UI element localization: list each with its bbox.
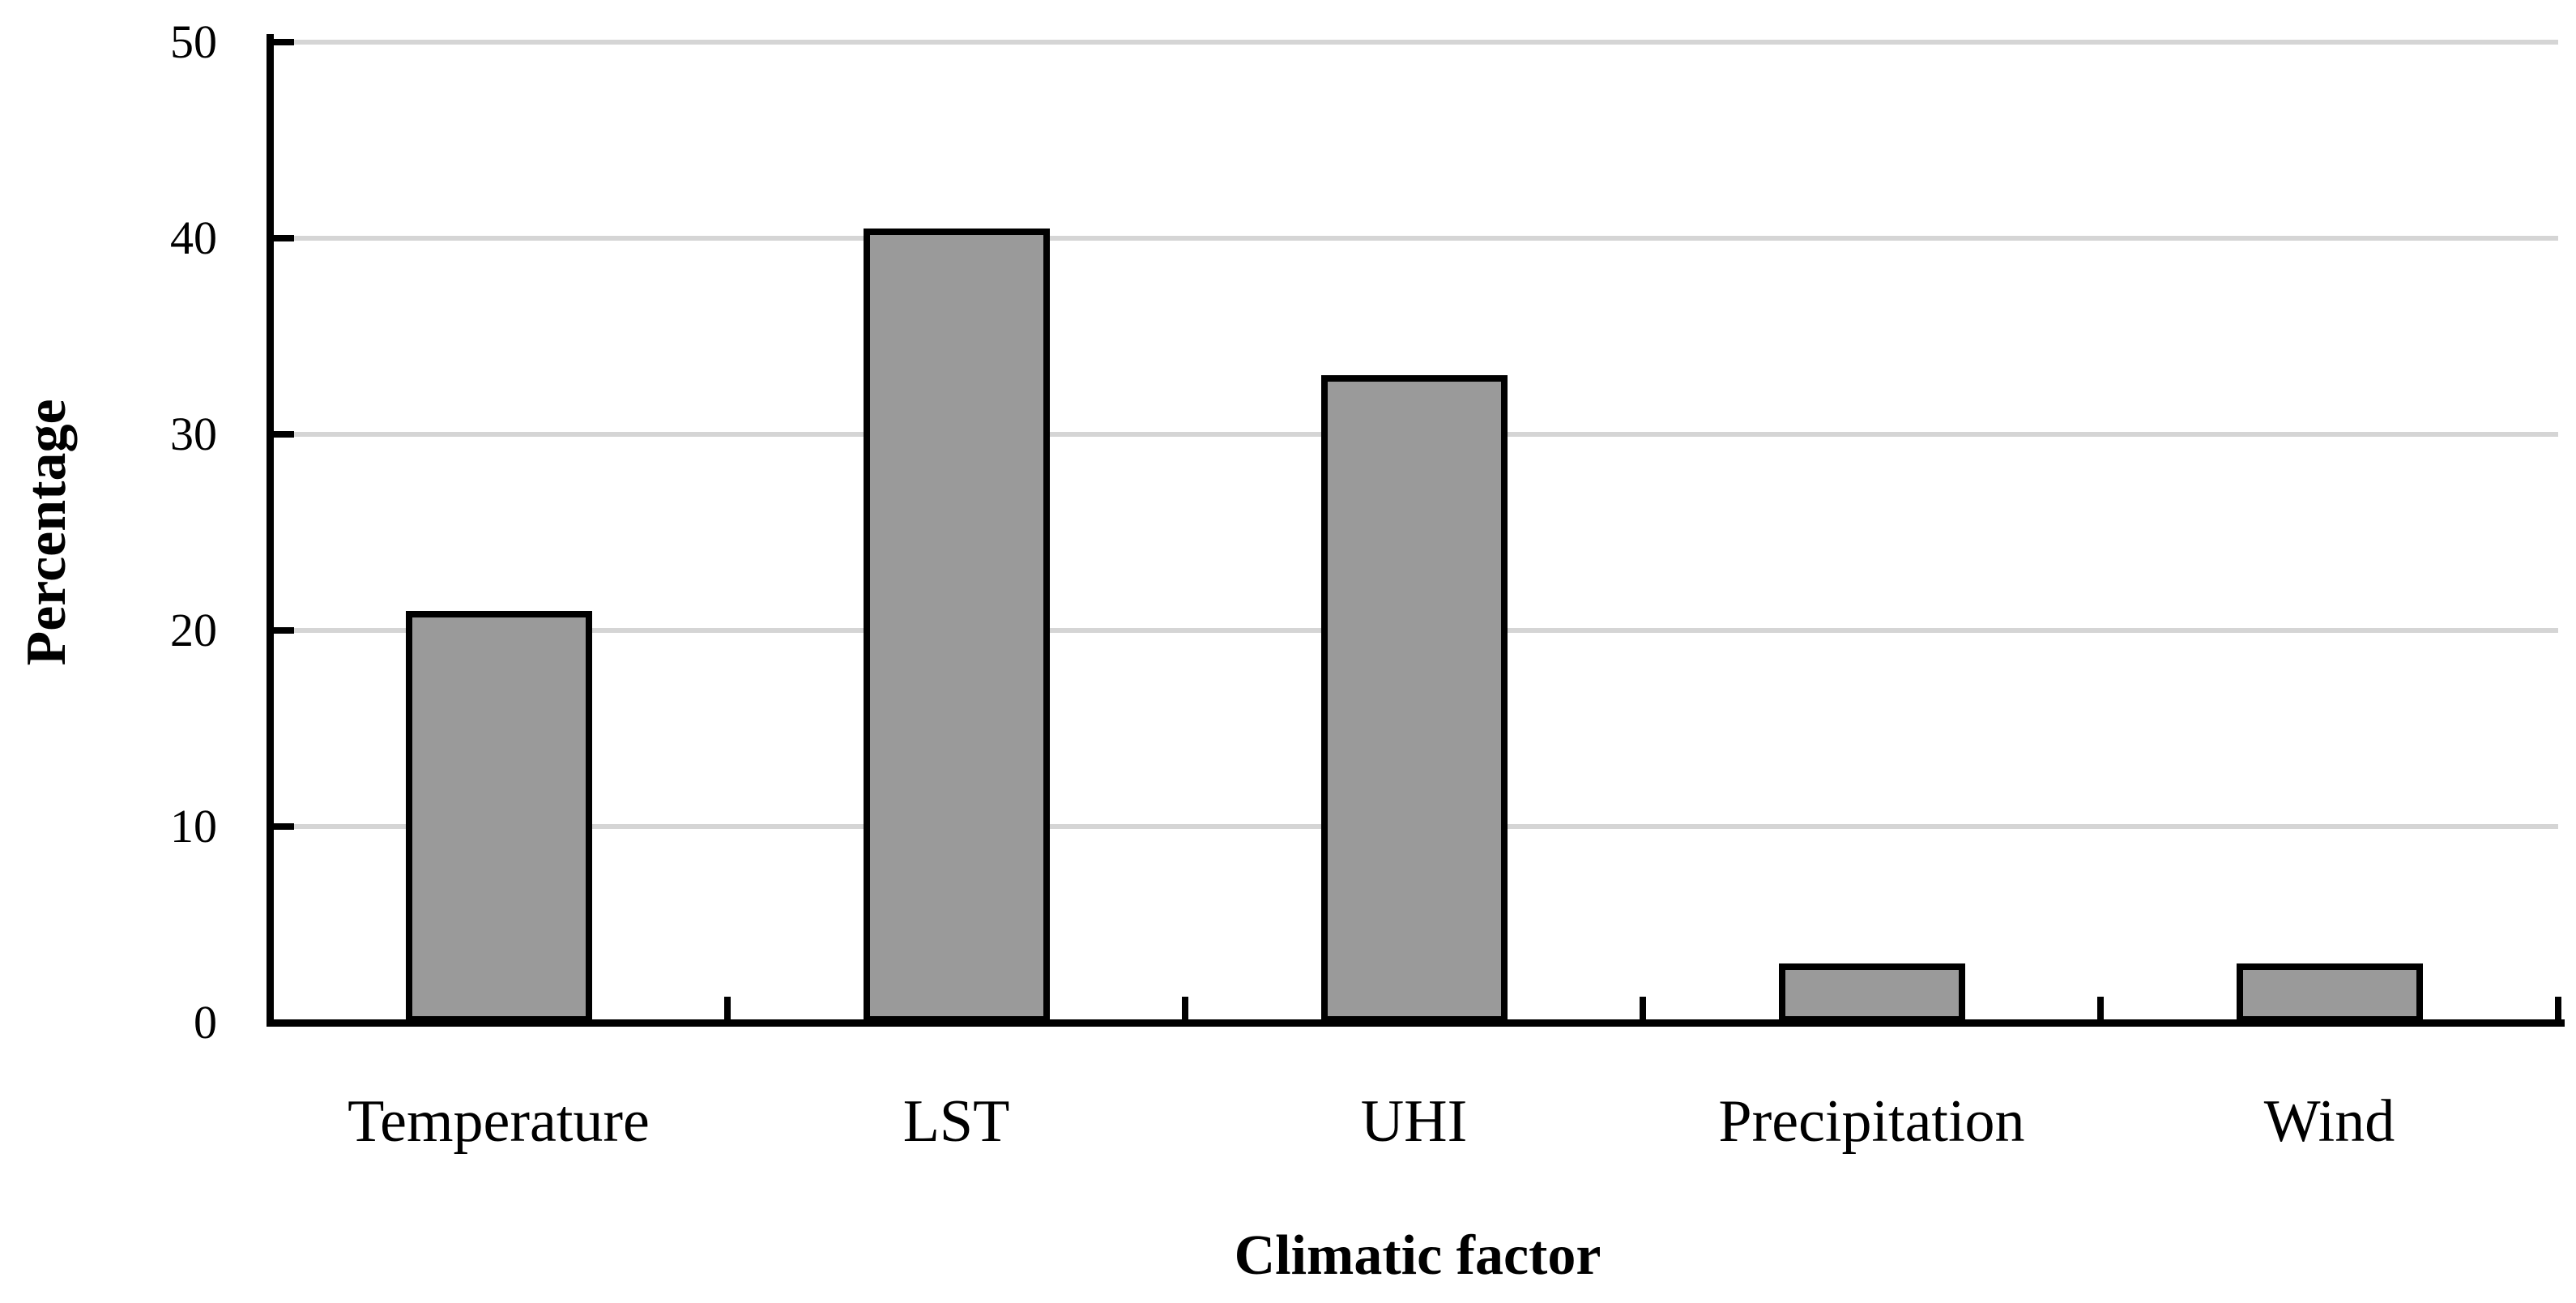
x-axis-tick bbox=[1182, 997, 1188, 1024]
bar-temperature bbox=[405, 610, 592, 1023]
y-axis-tick bbox=[271, 431, 294, 438]
y-tick-label: 20 bbox=[170, 604, 217, 656]
y-tick-label: 30 bbox=[170, 408, 217, 460]
gridline bbox=[270, 40, 2558, 45]
x-axis-tick bbox=[2097, 997, 2104, 1024]
x-axis-line bbox=[267, 1019, 2565, 1027]
y-axis-tick bbox=[271, 39, 294, 45]
bar-wind bbox=[2236, 963, 2423, 1023]
y-axis-title: Percentage bbox=[15, 399, 78, 666]
category-label-lst: LST bbox=[902, 1088, 1010, 1155]
y-axis-line bbox=[267, 34, 274, 1027]
category-label-uhi: UHI bbox=[1360, 1088, 1468, 1155]
y-tick-label: 0 bbox=[194, 996, 217, 1049]
category-label-wind: Wind bbox=[2263, 1088, 2395, 1155]
x-axis-tick bbox=[2555, 997, 2561, 1024]
bar-precipitation bbox=[1778, 963, 1965, 1023]
x-axis-tick bbox=[1640, 997, 1646, 1024]
y-axis-tick bbox=[271, 823, 294, 830]
gridline bbox=[270, 236, 2558, 241]
x-axis-title: Climatic factor bbox=[1234, 1224, 1601, 1287]
y-tick-label: 40 bbox=[170, 211, 217, 264]
y-tick-label: 10 bbox=[170, 800, 217, 852]
bar-uhi bbox=[1320, 375, 1508, 1023]
category-label-temperature: Temperature bbox=[348, 1088, 650, 1155]
y-axis-tick bbox=[271, 235, 294, 241]
category-label-precipitation: Precipitation bbox=[1718, 1088, 2025, 1155]
y-tick-label: 50 bbox=[170, 15, 217, 68]
x-axis-tick bbox=[724, 997, 731, 1024]
bar-lst bbox=[863, 228, 1050, 1023]
y-axis-tick bbox=[271, 627, 294, 634]
